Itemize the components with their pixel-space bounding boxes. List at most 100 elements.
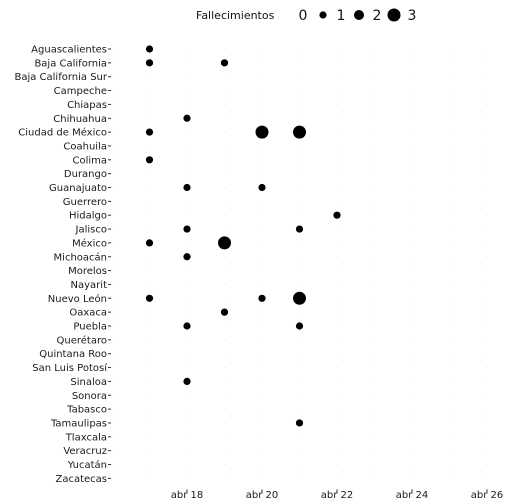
grid-dot (261, 394, 263, 396)
data-point (183, 322, 191, 330)
grid-dot (486, 131, 488, 133)
grid-dot (111, 408, 113, 410)
grid-dot (411, 131, 413, 133)
data-point (145, 294, 154, 302)
grid-dot (224, 436, 225, 438)
grid-dot (336, 297, 338, 299)
grid-dot (374, 256, 375, 258)
grid-dot (261, 200, 263, 202)
grid-dot (261, 422, 263, 424)
grid-dot (449, 103, 450, 105)
grid-dot (186, 339, 188, 341)
grid-dot (411, 477, 413, 479)
grid-dot (374, 297, 375, 299)
grid-dot (449, 436, 450, 438)
grid-dot (149, 200, 150, 202)
data-point (183, 377, 191, 385)
grid-dot (111, 242, 113, 244)
grid-dot (111, 283, 113, 285)
grid-dot (449, 256, 450, 258)
grid-dot (449, 173, 450, 175)
data-point (258, 183, 266, 192)
grid-dot (486, 311, 488, 313)
grid-dot (111, 90, 113, 92)
grid-dot (149, 228, 150, 230)
grid-dot (299, 214, 300, 216)
grid-dot (224, 117, 225, 119)
grid-dot (486, 283, 488, 285)
grid-dot (374, 270, 375, 272)
data-point (145, 239, 154, 247)
y-tick-label: Guanajuato (49, 183, 107, 194)
data-point (145, 59, 154, 67)
grid-dot (261, 256, 263, 258)
grid-dot (224, 187, 225, 188)
grid-dot (411, 283, 413, 285)
y-tick-label: Zacatecas (55, 474, 107, 485)
data-point (220, 59, 229, 67)
legend: Fallecimientos 0 1 2 3 (196, 8, 416, 24)
grid-dot (486, 228, 488, 230)
grid-dot (224, 353, 225, 355)
grid-dot (374, 131, 375, 133)
grid-dot (299, 450, 300, 452)
grid-dot (111, 145, 113, 147)
grid-dot (486, 325, 488, 327)
grid-dot (149, 477, 150, 479)
grid-dot (149, 187, 150, 188)
grid-dot (149, 76, 150, 78)
grid-dot (411, 187, 413, 188)
grid-dot (374, 145, 375, 147)
grid-dot (261, 90, 263, 92)
grid-dot (374, 103, 375, 105)
grid-dot (411, 90, 413, 92)
grid-dot (261, 325, 263, 327)
grid-dot (449, 422, 450, 424)
x-tick-label: abr 20 (246, 490, 279, 501)
y-tick-label: Baja California Sur (14, 72, 107, 83)
grid-dot (111, 380, 113, 382)
grid-dot (486, 187, 488, 188)
grid-dot (149, 450, 150, 452)
grid-dot (149, 367, 150, 369)
grid-dot (261, 339, 263, 341)
y-tick-label: Coahuila (63, 141, 107, 152)
grid-dot (486, 464, 488, 465)
grid-dot (261, 48, 263, 50)
grid-dot (486, 367, 488, 369)
grid-dot (224, 131, 225, 133)
grid-dot (111, 394, 113, 396)
grid-dot (486, 76, 488, 78)
y-tick-label: Morelos (68, 266, 107, 277)
grid-dot (186, 131, 188, 133)
grid-dot (374, 367, 375, 369)
data-point (145, 128, 154, 136)
grid-dot (411, 380, 413, 382)
grid-dot (374, 173, 375, 175)
grid-dot (449, 145, 450, 147)
grid-dot (149, 145, 150, 147)
grid-dot (224, 464, 225, 465)
grid-dot (486, 90, 488, 92)
data-point (220, 308, 229, 316)
grid-dot (149, 270, 150, 272)
grid-dot (411, 270, 413, 272)
data-point (295, 419, 304, 427)
grid-dot (299, 90, 300, 92)
grid-dot (149, 325, 150, 327)
grid-dot (224, 256, 225, 258)
grid-dot (449, 380, 450, 382)
grid-dot (261, 436, 263, 438)
grid-dot (336, 380, 338, 382)
y-tick-label: Sinaloa (70, 377, 107, 388)
grid-dot (411, 242, 413, 244)
grid-dot (374, 214, 375, 216)
grid-dot (411, 48, 413, 50)
y-tick-label: Durango (64, 169, 107, 180)
grid-dot (374, 90, 375, 92)
grid-dot (449, 450, 450, 452)
grid-dot (149, 173, 150, 175)
grid-dot (374, 117, 375, 119)
y-tick-label: Yucatán (67, 459, 107, 471)
grid-dot (111, 256, 113, 258)
